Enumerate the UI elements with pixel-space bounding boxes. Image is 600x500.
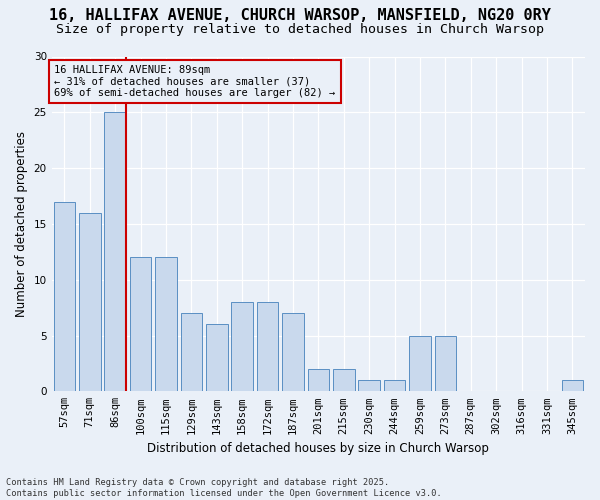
Bar: [155, 258, 177, 392]
X-axis label: Distribution of detached houses by size in Church Warsop: Distribution of detached houses by size …: [148, 442, 489, 455]
Text: 16 HALLIFAX AVENUE: 89sqm
← 31% of detached houses are smaller (37)
69% of semi-: 16 HALLIFAX AVENUE: 89sqm ← 31% of detac…: [55, 65, 335, 98]
Bar: [104, 112, 126, 392]
Bar: [308, 369, 329, 392]
Bar: [53, 202, 75, 392]
Y-axis label: Number of detached properties: Number of detached properties: [15, 131, 28, 317]
Bar: [232, 302, 253, 392]
Bar: [562, 380, 583, 392]
Bar: [384, 380, 406, 392]
Text: Contains HM Land Registry data © Crown copyright and database right 2025.
Contai: Contains HM Land Registry data © Crown c…: [6, 478, 442, 498]
Bar: [181, 313, 202, 392]
Bar: [358, 380, 380, 392]
Bar: [257, 302, 278, 392]
Bar: [206, 324, 227, 392]
Bar: [434, 336, 456, 392]
Text: 16, HALLIFAX AVENUE, CHURCH WARSOP, MANSFIELD, NG20 0RY: 16, HALLIFAX AVENUE, CHURCH WARSOP, MANS…: [49, 8, 551, 22]
Bar: [130, 258, 151, 392]
Bar: [409, 336, 431, 392]
Bar: [79, 212, 101, 392]
Text: Size of property relative to detached houses in Church Warsop: Size of property relative to detached ho…: [56, 22, 544, 36]
Bar: [333, 369, 355, 392]
Bar: [282, 313, 304, 392]
